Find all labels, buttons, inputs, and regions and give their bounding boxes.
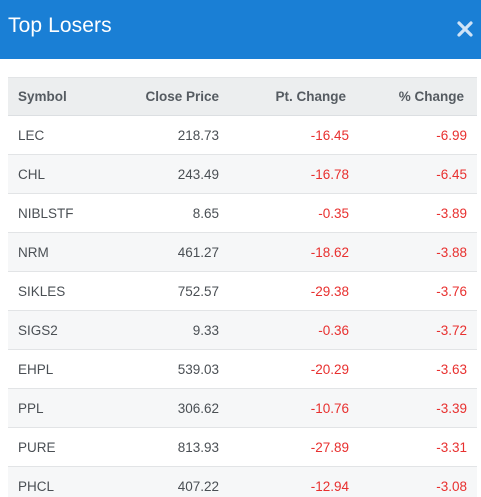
header-row: Symbol Close Price Pt. Change % Change [8, 77, 477, 116]
table-row[interactable]: NRM 461.27 -18.62 -3.88 [8, 232, 477, 272]
table-row[interactable]: EHPL 539.03 -20.29 -3.63 [8, 349, 477, 389]
close-icon[interactable] [455, 19, 475, 39]
table-row[interactable]: CHL 243.49 -16.78 -6.45 [8, 154, 477, 194]
losers-table: Symbol Close Price Pt. Change % Change L… [8, 77, 477, 497]
close-price-cell: 306.62 [118, 388, 219, 428]
table-row[interactable]: PPL 306.62 -10.76 -3.39 [8, 388, 477, 428]
close-price-cell: 813.93 [118, 427, 219, 467]
pct-change-cell: -3.31 [349, 427, 477, 467]
close-price-cell: 539.03 [118, 349, 219, 389]
pct-change-cell: -3.39 [349, 388, 477, 428]
symbol-cell[interactable]: EHPL [8, 349, 118, 389]
table-body: LEC 218.73 -16.45 -6.99 CHL 243.49 -16.7… [8, 115, 477, 497]
table-row[interactable]: PHCL 407.22 -12.94 -3.08 [8, 466, 477, 497]
close-price-cell: 218.73 [118, 115, 219, 155]
symbol-cell[interactable]: SIKLES [8, 271, 118, 311]
table-row[interactable]: SIKLES 752.57 -29.38 -3.76 [8, 271, 477, 311]
pt-change-cell: -0.36 [219, 310, 349, 350]
close-price-cell: 243.49 [118, 154, 219, 194]
pct-change-cell: -3.76 [349, 271, 477, 311]
pct-change-cell: -3.08 [349, 466, 477, 497]
pt-change-cell: -27.89 [219, 427, 349, 467]
pt-change-cell: -0.35 [219, 193, 349, 233]
symbol-cell[interactable]: CHL [8, 154, 118, 194]
table-row[interactable]: PURE 813.93 -27.89 -3.31 [8, 427, 477, 467]
pt-change-cell: -16.78 [219, 154, 349, 194]
close-price-cell: 8.65 [118, 193, 219, 233]
symbol-cell[interactable]: NIBLSTF [8, 193, 118, 233]
modal-header: Top Losers [0, 0, 481, 59]
table-row[interactable]: LEC 218.73 -16.45 -6.99 [8, 115, 477, 155]
pct-change-cell: -3.88 [349, 232, 477, 272]
close-price-cell: 461.27 [118, 232, 219, 272]
symbol-cell[interactable]: LEC [8, 115, 118, 155]
losers-table-container: Symbol Close Price Pt. Change % Change L… [8, 77, 477, 497]
symbol-cell[interactable]: PPL [8, 388, 118, 428]
symbol-cell[interactable]: SIGS2 [8, 310, 118, 350]
table-row[interactable]: NIBLSTF 8.65 -0.35 -3.89 [8, 193, 477, 233]
symbol-cell[interactable]: NRM [8, 232, 118, 272]
symbol-cell[interactable]: PURE [8, 427, 118, 467]
pt-change-cell: -29.38 [219, 271, 349, 311]
close-price-cell: 9.33 [118, 310, 219, 350]
pt-change-cell: -12.94 [219, 466, 349, 497]
pt-change-cell: -16.45 [219, 115, 349, 155]
pct-change-cell: -3.72 [349, 310, 477, 350]
pct-change-cell: -6.45 [349, 154, 477, 194]
pct-change-cell: -3.63 [349, 349, 477, 389]
pct-change-cell: -3.89 [349, 193, 477, 233]
table-header: Symbol Close Price Pt. Change % Change [8, 77, 477, 116]
column-header-pt-change[interactable]: Pt. Change [219, 77, 349, 116]
column-header-close-price[interactable]: Close Price [118, 77, 219, 116]
symbol-cell[interactable]: PHCL [8, 466, 118, 497]
pct-change-cell: -6.99 [349, 115, 477, 155]
pt-change-cell: -20.29 [219, 349, 349, 389]
column-header-pct-change[interactable]: % Change [349, 77, 477, 116]
table-row[interactable]: SIGS2 9.33 -0.36 -3.72 [8, 310, 477, 350]
close-price-cell: 407.22 [118, 466, 219, 497]
close-price-cell: 752.57 [118, 271, 219, 311]
column-header-symbol[interactable]: Symbol [8, 77, 118, 116]
modal-title: Top Losers [8, 14, 112, 37]
pt-change-cell: -18.62 [219, 232, 349, 272]
pt-change-cell: -10.76 [219, 388, 349, 428]
